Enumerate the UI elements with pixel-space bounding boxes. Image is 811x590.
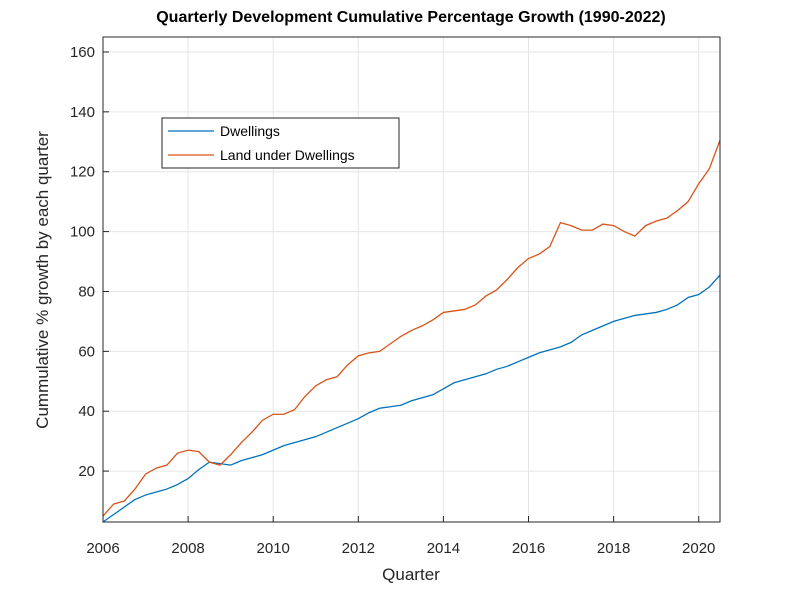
legend-label: Land under Dwellings — [220, 147, 355, 163]
x-tick-label: 2020 — [682, 540, 715, 557]
data-line — [102, 274, 721, 523]
legend-label: Dwellings — [220, 123, 280, 139]
y-tick-label: 80 — [78, 283, 95, 300]
x-tick-label: 2008 — [171, 540, 204, 557]
y-tick-label: 120 — [70, 164, 95, 181]
x-tick-label: 2014 — [427, 540, 460, 557]
y-tick-label: 160 — [70, 44, 95, 61]
data-line — [102, 140, 721, 517]
y-axis-label: Cummulative % growth by each quarter — [33, 131, 52, 429]
plot-frame — [102, 36, 721, 523]
chart-title: Quarterly Development Cumulative Percent… — [156, 9, 666, 26]
x-axis-label: Quarter — [382, 565, 440, 584]
x-tick-label: 2016 — [512, 540, 545, 557]
y-tick-label: 100 — [70, 224, 95, 241]
x-tick-label: 2010 — [257, 540, 290, 557]
x-tick-label: 2018 — [597, 540, 630, 557]
y-tick-label: 40 — [78, 403, 95, 420]
x-tick-label: 2006 — [86, 540, 119, 557]
y-tick-label: 140 — [70, 104, 95, 121]
y-tick-label: 60 — [78, 343, 95, 360]
x-tick-label: 2012 — [342, 540, 375, 557]
legend-box — [161, 117, 400, 169]
y-tick-label: 20 — [78, 463, 95, 480]
